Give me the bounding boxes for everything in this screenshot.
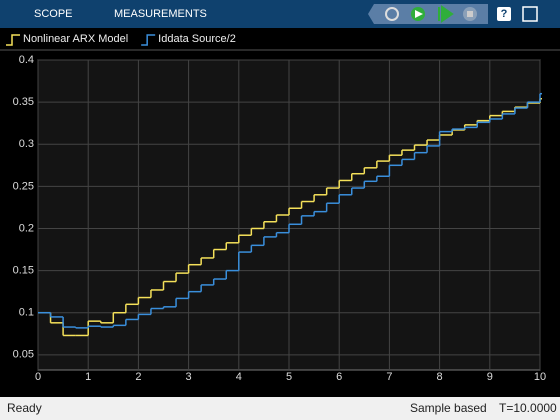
x-tick-label: 4	[236, 371, 242, 383]
x-tick-label: 3	[186, 371, 192, 383]
x-tick-label: 0	[35, 371, 41, 383]
undock-icon[interactable]	[522, 6, 538, 22]
y-tick-label: 0.4	[19, 54, 34, 66]
x-tick-label: 10	[534, 371, 546, 383]
x-tick-label: 5	[286, 371, 292, 383]
legend-label: Nonlinear ARX Model	[23, 33, 128, 45]
y-tick-label: 0.15	[13, 265, 34, 277]
quick-access-bg	[368, 4, 488, 24]
legend-label: Iddata Source/2	[158, 33, 236, 45]
chart: 0.05 0.1 0.15 0.2 0.25 0.3 0.35 0.4 0 1 2 3 4 5 6 7 8 9 10…	[0, 28, 560, 397]
x-tick-label: 1	[85, 371, 91, 383]
run-glyph	[415, 10, 423, 18]
y-tick-label: 0.2	[19, 222, 34, 234]
x-tick-label: 6	[336, 371, 342, 383]
x-tick-label: 7	[386, 371, 392, 383]
y-tick-label: 0.25	[13, 180, 34, 192]
help-icon[interactable]	[497, 7, 511, 21]
stop-glyph	[467, 11, 473, 17]
y-tick-label: 0.05	[13, 349, 34, 361]
y-tick-label: 0.35	[13, 96, 34, 108]
y-tick-label: 0.3	[19, 138, 34, 150]
x-tick-label: 2	[135, 371, 141, 383]
legend-swatch	[141, 34, 156, 46]
y-tick-label: 0.1	[19, 307, 34, 319]
settings-icon[interactable]	[385, 7, 399, 21]
x-tick-label: 8	[437, 371, 443, 383]
help-glyph: ?	[501, 8, 508, 20]
tab[interactable]: SCOPE	[34, 8, 73, 20]
tab[interactable]: MEASUREMENTS	[114, 8, 207, 20]
status-time: T=10.0000	[499, 401, 557, 415]
step-icon[interactable]	[438, 5, 454, 23]
status-mode: Sample based	[410, 401, 487, 415]
toolbar-icons: ?	[368, 4, 538, 24]
legend-swatch	[6, 34, 20, 46]
status-text: Ready	[7, 401, 42, 415]
status-bar	[0, 397, 560, 420]
x-tick-label: 9	[487, 371, 493, 383]
